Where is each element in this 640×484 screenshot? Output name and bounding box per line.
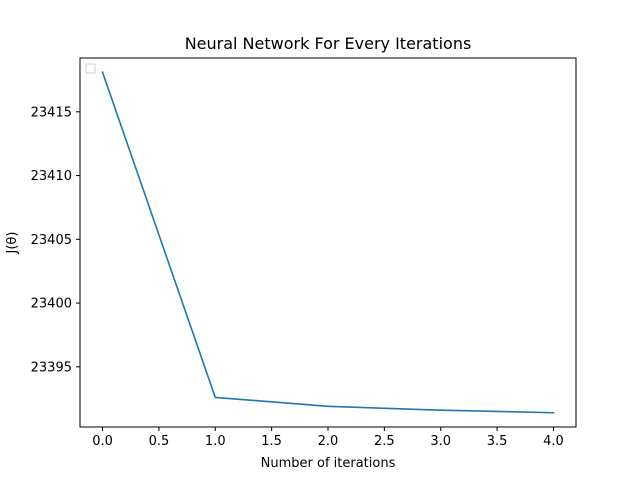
y-tick-label: 23415 — [31, 105, 72, 120]
x-tick-label: 2.5 — [374, 434, 395, 449]
plot-area — [80, 58, 576, 427]
y-tick-label: 23405 — [31, 233, 72, 248]
plot-frame — [79, 57, 577, 428]
data-point — [327, 405, 329, 408]
x-tick-label: 4.0 — [543, 434, 564, 449]
x-tick-label: 1.5 — [261, 434, 282, 449]
y-tick-label: 23410 — [31, 169, 72, 184]
data-point — [101, 71, 104, 74]
data-point — [214, 396, 217, 399]
data-point — [552, 411, 555, 414]
series-layer — [101, 71, 555, 414]
x-tick-label: 3.5 — [487, 434, 508, 449]
y-tick-label: 23395 — [31, 360, 72, 375]
data-point — [439, 409, 442, 412]
x-axis-label: Number of iterations — [261, 456, 396, 471]
x-tick-label: 2.0 — [318, 434, 339, 449]
x-tick-label: 0.5 — [149, 434, 170, 449]
x-tick-label: 3.0 — [430, 434, 451, 449]
x-tick-label: 0.0 — [92, 434, 113, 449]
x-tick-label: 1.0 — [205, 434, 226, 449]
y-axis-label: J(θ) — [5, 232, 20, 255]
x-axis-ticks: 0.0 0.5 1.0 1.5 2.0 2.5 3.0 3.5 4.0 — [92, 427, 564, 449]
y-tick-label: 23400 — [31, 297, 72, 312]
chart-title: Neural Network For Every Iterations — [185, 34, 472, 53]
legend-box — [85, 63, 96, 74]
y-axis-ticks: 23395 23400 23405 23410 23415 — [31, 105, 80, 375]
